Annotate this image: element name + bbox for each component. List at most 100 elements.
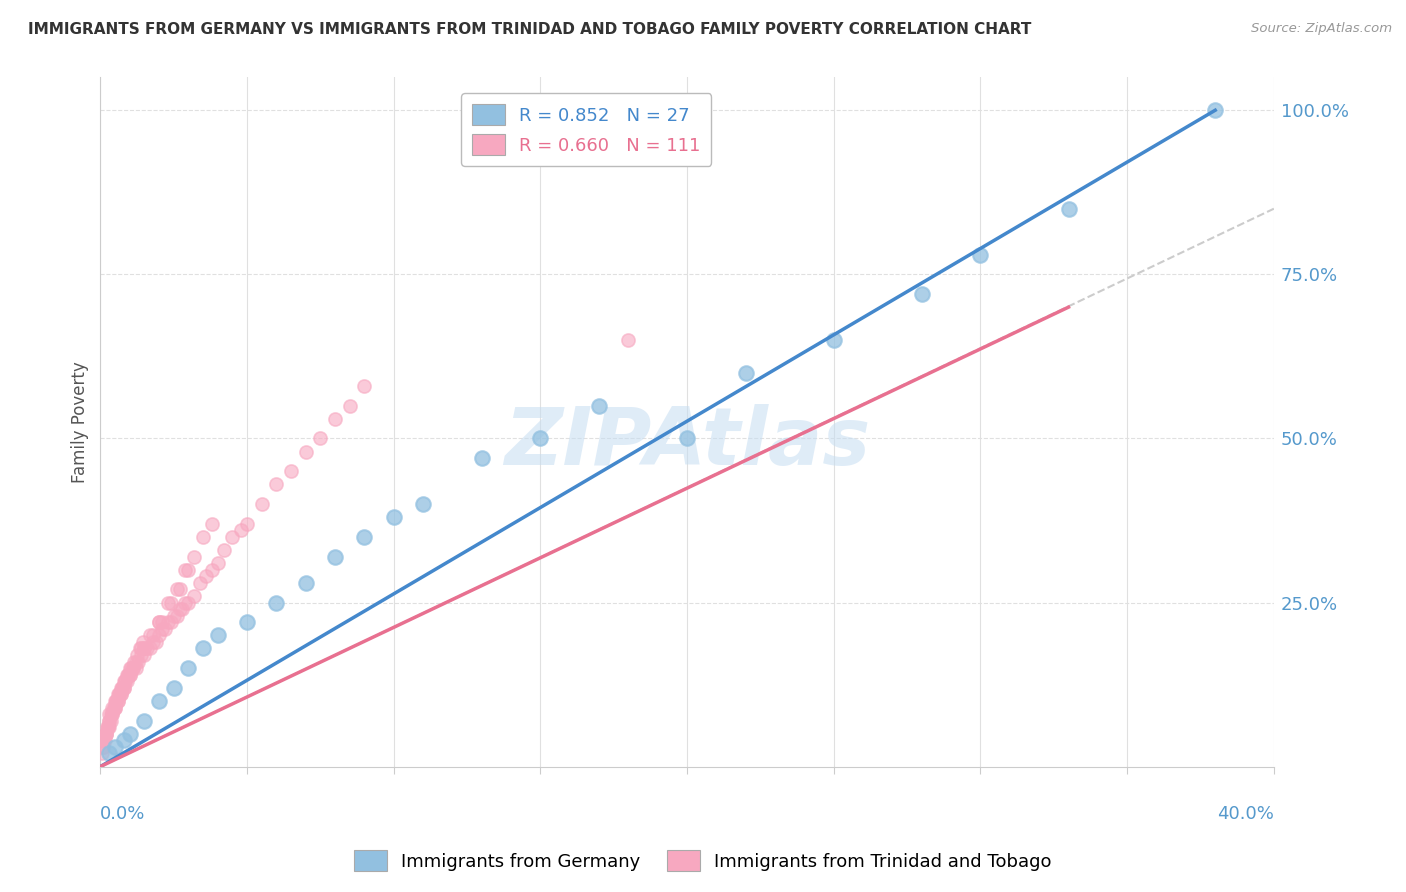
Point <box>617 333 640 347</box>
Point <box>94 727 117 741</box>
Point <box>122 655 145 669</box>
Point <box>94 733 117 747</box>
Point <box>153 622 176 636</box>
Point <box>93 733 115 747</box>
Point <box>266 595 288 609</box>
Point <box>97 720 120 734</box>
Point <box>96 727 118 741</box>
Point <box>108 687 131 701</box>
Y-axis label: Family Poverty: Family Poverty <box>72 361 89 483</box>
Point <box>911 287 934 301</box>
Point <box>118 667 141 681</box>
Point <box>105 694 128 708</box>
Point <box>166 608 188 623</box>
Point <box>148 694 170 708</box>
Point <box>94 727 117 741</box>
Text: Source: ZipAtlas.com: Source: ZipAtlas.com <box>1251 22 1392 36</box>
Point <box>323 549 346 564</box>
Point <box>471 451 494 466</box>
Point <box>121 661 143 675</box>
Point <box>382 510 405 524</box>
Point <box>188 575 211 590</box>
Point <box>118 661 141 675</box>
Point <box>111 681 134 695</box>
Point <box>280 464 302 478</box>
Point <box>169 582 191 597</box>
Point <box>323 411 346 425</box>
Point <box>139 641 162 656</box>
Point <box>97 720 120 734</box>
Point <box>127 655 149 669</box>
Point <box>588 399 610 413</box>
Point <box>104 700 127 714</box>
Point <box>266 477 288 491</box>
Point <box>131 648 153 662</box>
Point <box>150 622 173 636</box>
Point <box>201 516 224 531</box>
Point <box>98 747 121 761</box>
Text: 40.0%: 40.0% <box>1218 805 1274 823</box>
Point <box>734 366 756 380</box>
Point <box>191 530 214 544</box>
Legend: Immigrants from Germany, Immigrants from Trinidad and Tobago: Immigrants from Germany, Immigrants from… <box>347 843 1059 879</box>
Point <box>353 379 375 393</box>
Point <box>166 582 188 597</box>
Point <box>231 524 253 538</box>
Text: IMMIGRANTS FROM GERMANY VS IMMIGRANTS FROM TRINIDAD AND TOBAGO FAMILY POVERTY CO: IMMIGRANTS FROM GERMANY VS IMMIGRANTS FR… <box>28 22 1032 37</box>
Point <box>108 687 131 701</box>
Point <box>353 530 375 544</box>
Point <box>101 707 124 722</box>
Point <box>110 687 132 701</box>
Point <box>194 569 217 583</box>
Legend: R = 0.852   N = 27, R = 0.660   N = 111: R = 0.852 N = 27, R = 0.660 N = 111 <box>461 94 711 166</box>
Point <box>91 739 114 754</box>
Point <box>121 661 143 675</box>
Point <box>1057 202 1080 216</box>
Point <box>177 595 200 609</box>
Text: ZIPAtlas: ZIPAtlas <box>503 404 870 482</box>
Point <box>236 615 259 630</box>
Text: 0.0%: 0.0% <box>100 805 146 823</box>
Point <box>91 733 114 747</box>
Point <box>98 707 121 722</box>
Point <box>250 497 273 511</box>
Point <box>111 681 134 695</box>
Point <box>117 667 139 681</box>
Point <box>139 628 162 642</box>
Point <box>131 641 153 656</box>
Point <box>134 641 156 656</box>
Point <box>191 641 214 656</box>
Point <box>100 707 122 722</box>
Point <box>339 399 361 413</box>
Point <box>103 700 125 714</box>
Point <box>159 595 181 609</box>
Point <box>96 720 118 734</box>
Point <box>101 700 124 714</box>
Point <box>112 681 135 695</box>
Point <box>104 694 127 708</box>
Point <box>120 661 142 675</box>
Point <box>183 549 205 564</box>
Point <box>159 615 181 630</box>
Point <box>118 727 141 741</box>
Point <box>174 563 197 577</box>
Point <box>125 648 148 662</box>
Point <box>412 497 434 511</box>
Point <box>156 615 179 630</box>
Point <box>107 694 129 708</box>
Point <box>98 714 121 728</box>
Point <box>134 648 156 662</box>
Point <box>132 635 155 649</box>
Point <box>823 333 845 347</box>
Point <box>169 602 191 616</box>
Point <box>142 628 165 642</box>
Point <box>969 247 991 261</box>
Point <box>150 615 173 630</box>
Point <box>294 444 316 458</box>
Point <box>90 747 112 761</box>
Point <box>107 694 129 708</box>
Point <box>207 556 229 570</box>
Point <box>115 674 138 689</box>
Point <box>104 739 127 754</box>
Point <box>91 739 114 754</box>
